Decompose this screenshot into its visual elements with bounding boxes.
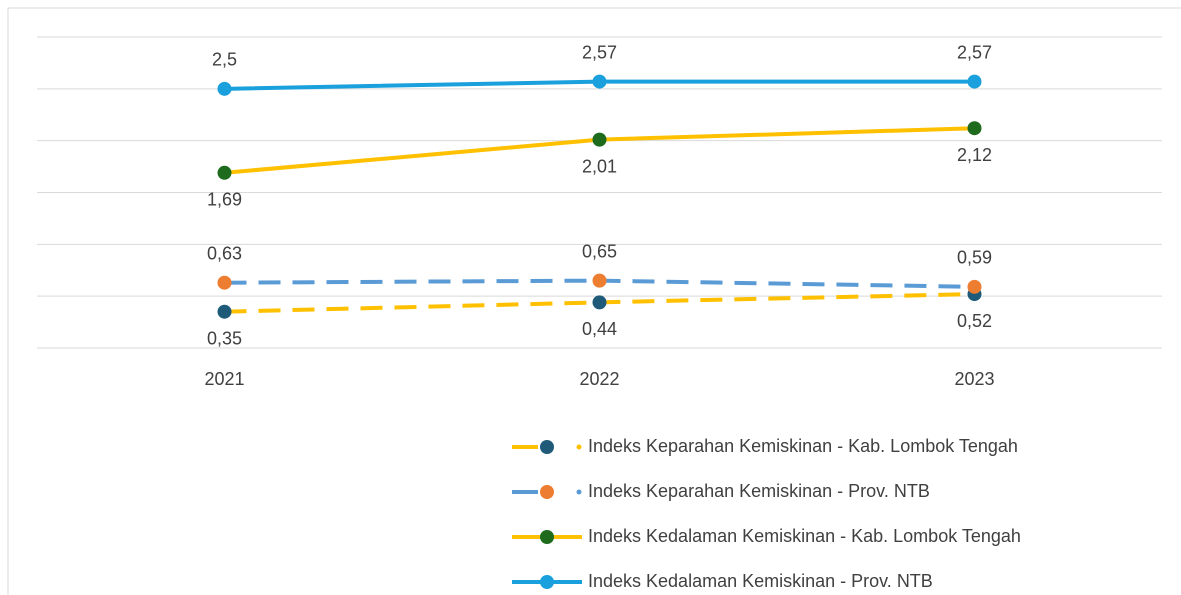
- legend-dot: [576, 489, 582, 495]
- data-label: 2,57: [582, 42, 617, 62]
- data-label: 0,44: [582, 319, 617, 339]
- legend-label: Indeks Keparahan Kemiskinan - Kab. Lombo…: [588, 436, 1018, 456]
- data-label: 1,69: [207, 190, 242, 210]
- data-point: [592, 132, 607, 147]
- x-tick-label: 2022: [579, 369, 619, 389]
- data-point: [967, 74, 982, 89]
- data-point: [217, 81, 232, 96]
- data-point: [217, 304, 232, 319]
- legend-marker: [540, 575, 554, 589]
- legend-marker: [540, 485, 554, 499]
- x-tick-label: 2021: [204, 369, 244, 389]
- legend-marker: [540, 440, 554, 454]
- data-label: 2,57: [957, 42, 992, 62]
- data-point: [592, 74, 607, 89]
- legend-label: Indeks Kedalaman Kemiskinan - Kab. Lombo…: [588, 526, 1021, 546]
- legend-dot: [576, 444, 582, 450]
- data-point: [967, 121, 982, 136]
- legend-marker: [540, 530, 554, 544]
- data-point: [592, 273, 607, 288]
- data-point: [592, 295, 607, 310]
- legend-label: Indeks Kedalaman Kemiskinan - Prov. NTB: [588, 571, 933, 591]
- data-point: [217, 275, 232, 290]
- data-point: [967, 279, 982, 294]
- data-label: 2,01: [582, 156, 617, 176]
- data-label: 0,63: [207, 243, 242, 263]
- data-label: 2,12: [957, 145, 992, 165]
- data-label: 0,52: [957, 311, 992, 331]
- data-label: 0,59: [957, 248, 992, 268]
- x-tick-label: 2023: [954, 369, 994, 389]
- data-label: 0,35: [207, 328, 242, 348]
- data-point: [217, 165, 232, 180]
- data-label: 0,65: [582, 241, 617, 261]
- legend-label: Indeks Keparahan Kemiskinan - Prov. NTB: [588, 481, 930, 501]
- data-label: 2,5: [212, 50, 237, 70]
